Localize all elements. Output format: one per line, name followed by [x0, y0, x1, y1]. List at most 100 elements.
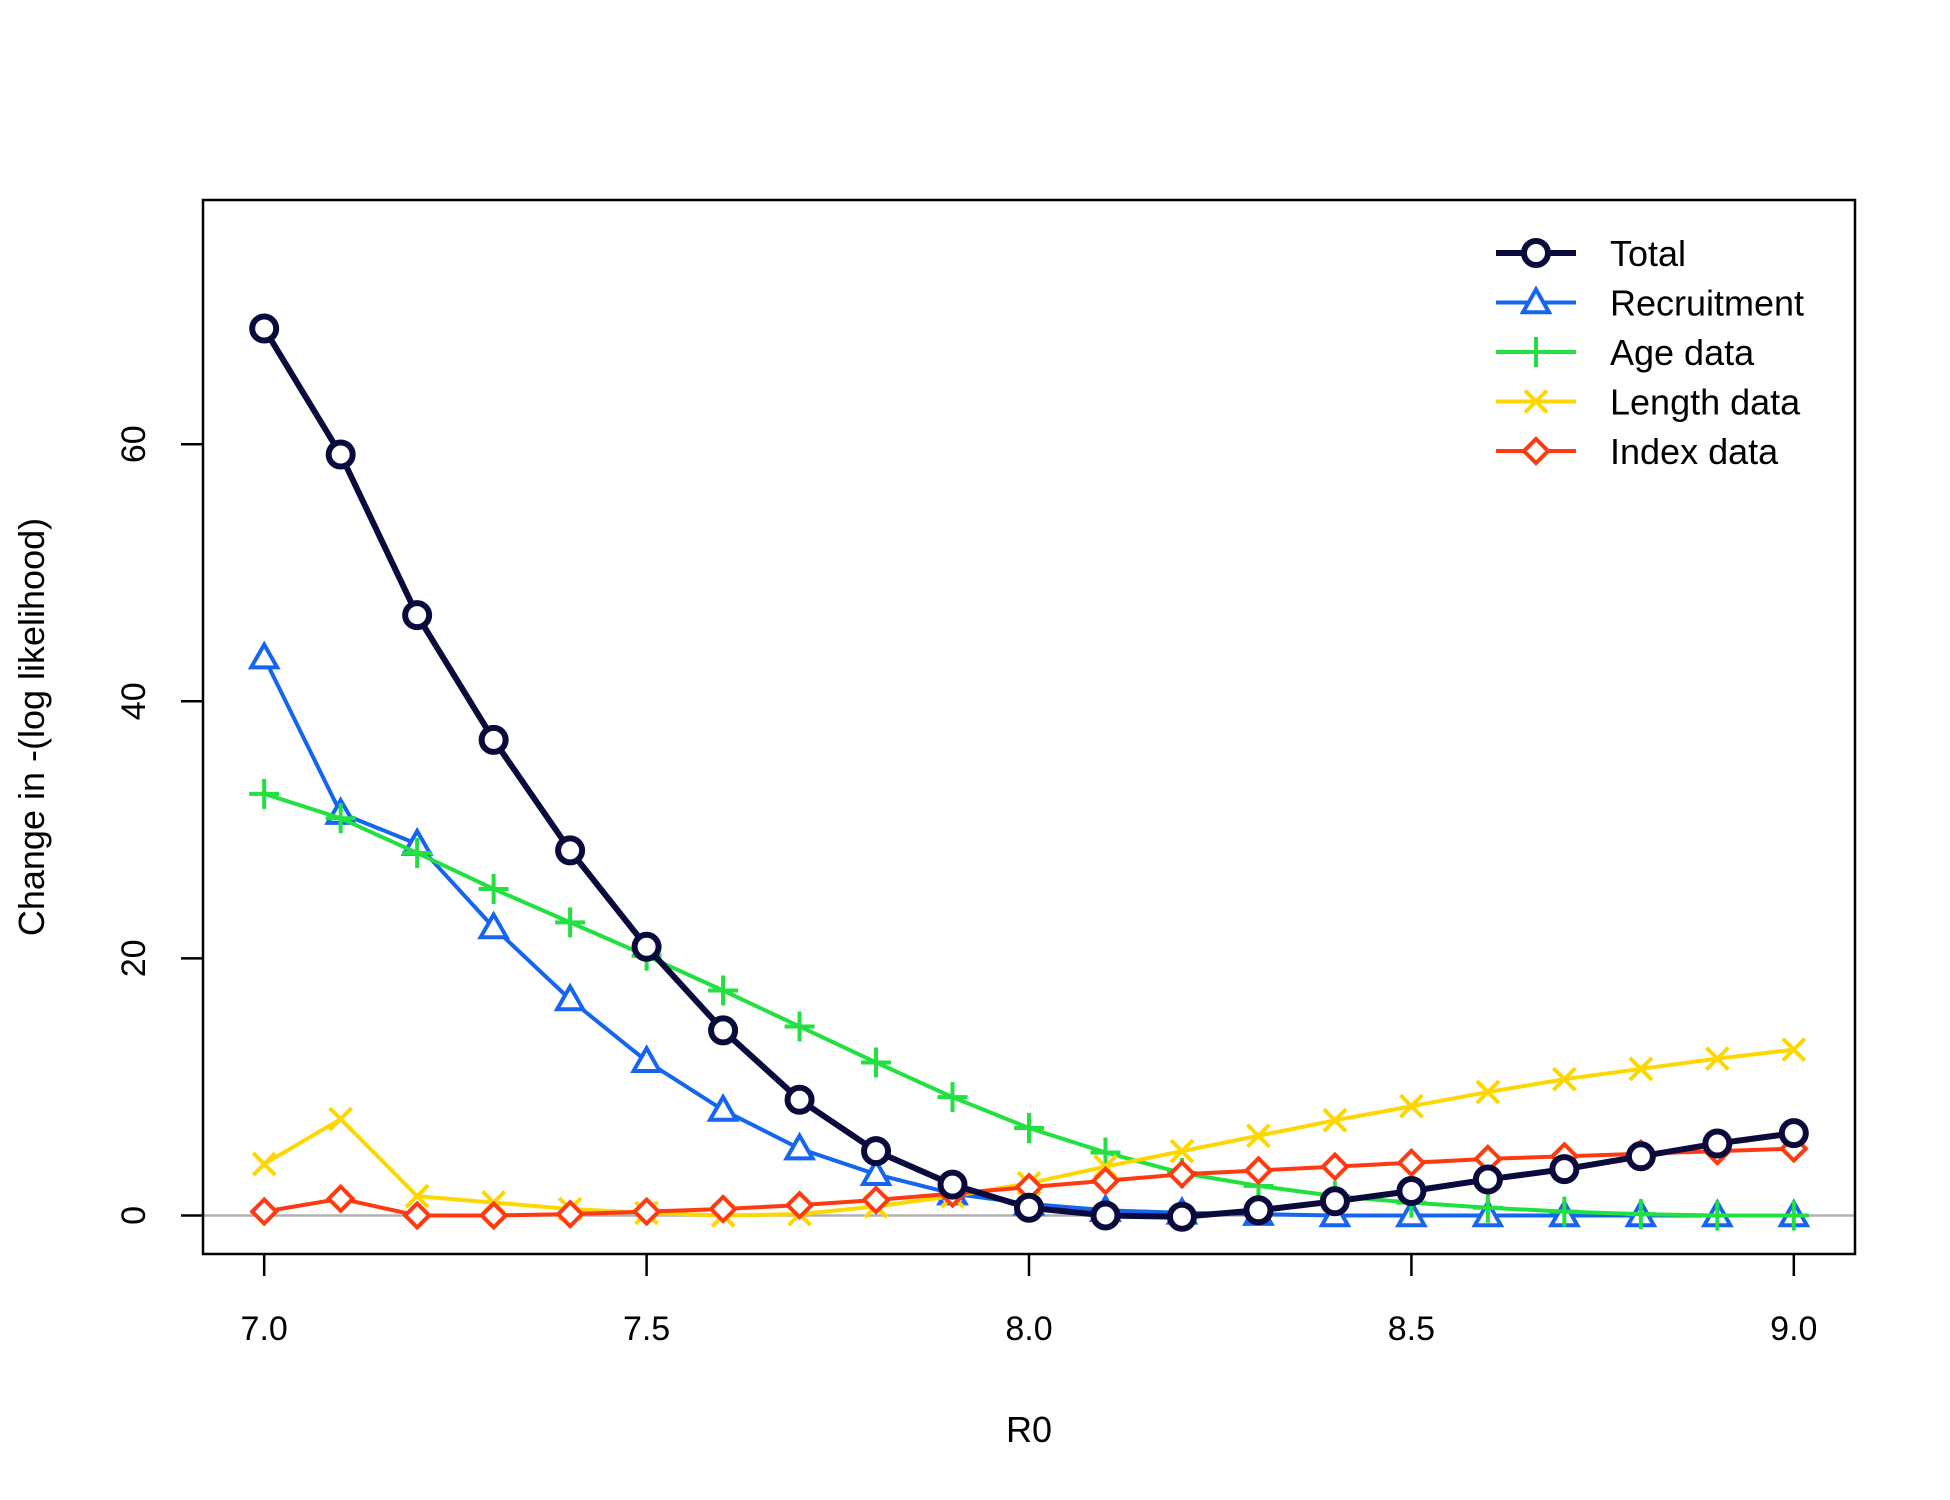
data-point-total — [1014, 1192, 1044, 1223]
data-point-index-data — [249, 1196, 280, 1227]
data-point-total — [1549, 1154, 1580, 1185]
data-point-total — [1243, 1195, 1274, 1226]
axes: 7.0 7.5 8.0 8.5 9.0 0 20 40 60 — [115, 198, 1857, 1348]
data-point-total — [1396, 1176, 1427, 1207]
x-tick-label: 7.0 — [241, 1310, 288, 1348]
data-point-total — [1778, 1118, 1809, 1149]
legend-swatch-marker — [1523, 389, 1549, 414]
data-point-recruitment — [630, 1044, 664, 1073]
data-point-age-data — [249, 778, 280, 809]
data-point-length-data — [328, 1106, 354, 1132]
data-point-recruitment — [783, 1131, 817, 1161]
data-point-age-data — [1549, 1196, 1580, 1227]
x-tick-label: 8.0 — [1005, 1310, 1052, 1348]
data-point-age-data — [784, 1011, 815, 1042]
data-point-length-data — [1704, 1046, 1730, 1072]
data-point-recruitment — [706, 1093, 740, 1122]
data-point-total — [1702, 1128, 1733, 1159]
data-point-length-data — [1398, 1093, 1424, 1119]
data-point-age-data — [325, 803, 356, 834]
data-point-length-data — [1551, 1066, 1577, 1092]
legend-item-length-data: Length data — [1496, 382, 1801, 423]
data-point-index-data — [631, 1196, 662, 1227]
y-tick-label: 60 — [115, 425, 153, 463]
x-tick-label: 7.5 — [623, 1310, 670, 1348]
data-point-age-data — [1625, 1199, 1656, 1230]
data-point-index-data — [784, 1190, 815, 1220]
series-total — [249, 313, 1809, 1232]
data-point-length-data — [1475, 1079, 1501, 1105]
data-point-total — [555, 835, 586, 866]
data-point-index-data — [861, 1185, 891, 1215]
legend-swatch-marker — [1521, 436, 1551, 466]
data-point-index-data — [555, 1199, 585, 1229]
y-axis-title: Change in -(log likelihood) — [11, 518, 52, 936]
data-point-total — [1625, 1141, 1656, 1172]
x-tick-label: 8.5 — [1388, 1310, 1435, 1348]
data-point-age-data — [708, 975, 739, 1006]
data-point-length-data — [1781, 1037, 1807, 1063]
legend-label: Length data — [1610, 382, 1801, 423]
plot-frame — [201, 198, 1857, 1256]
data-point-total — [1090, 1200, 1121, 1231]
legend-item-index-data: Index data — [1496, 431, 1779, 472]
data-point-total — [708, 1015, 739, 1046]
data-point-length-data — [404, 1183, 430, 1209]
legend-swatch-marker — [1521, 337, 1551, 367]
data-point-index-data — [1320, 1151, 1350, 1182]
data-point-total — [631, 931, 662, 962]
data-point-recruitment — [553, 982, 587, 1012]
legend: Total Recruitment Age data Length data Index… — [1496, 233, 1804, 472]
data-point-index-data — [708, 1194, 738, 1224]
data-point-index-data — [1243, 1155, 1274, 1186]
series-index-data — [249, 1133, 1809, 1231]
data-point-age-data — [402, 837, 433, 868]
data-point-total — [249, 313, 280, 344]
data-point-length-data — [1628, 1056, 1654, 1082]
data-point-total — [861, 1136, 892, 1167]
y-tick-label: 40 — [115, 682, 153, 720]
x-tick-label: 9.0 — [1770, 1310, 1817, 1348]
data-point-length-data — [251, 1151, 277, 1177]
data-point-recruitment — [859, 1157, 893, 1187]
data-point-index-data — [1090, 1165, 1121, 1196]
legend-label: Recruitment — [1610, 283, 1804, 324]
data-point-total — [478, 724, 509, 755]
data-point-index-data — [1396, 1147, 1427, 1178]
plot-area — [247, 313, 1811, 1232]
data-point-index-data — [478, 1200, 509, 1231]
y-tick-label: 0 — [115, 1206, 153, 1225]
data-point-index-data — [1167, 1159, 1197, 1190]
data-point-age-data — [555, 907, 586, 938]
data-point-age-data — [1014, 1113, 1044, 1144]
data-point-total — [1166, 1201, 1197, 1232]
x-axis-title: R0 — [1006, 1409, 1052, 1450]
data-point-length-data — [1322, 1107, 1348, 1133]
data-point-age-data — [1778, 1200, 1809, 1231]
data-point-age-data — [478, 873, 509, 904]
legend-swatch-marker — [1519, 285, 1553, 315]
data-point-age-data — [1472, 1192, 1503, 1223]
data-point-total — [1472, 1164, 1503, 1195]
legend-label: Total — [1610, 233, 1686, 274]
data-point-index-data — [325, 1183, 356, 1214]
legend-label: Age data — [1610, 332, 1755, 373]
data-point-total — [325, 439, 356, 470]
data-point-recruitment — [477, 910, 511, 940]
data-point-total — [1319, 1186, 1350, 1217]
data-point-total — [784, 1084, 815, 1115]
series-line-total — [261, 326, 1795, 1220]
data-point-total — [937, 1169, 968, 1200]
data-point-length-data — [1169, 1138, 1195, 1164]
legend-swatch-marker — [1521, 238, 1551, 268]
data-point-age-data — [1090, 1137, 1121, 1168]
legend-item-recruitment: Recruitment — [1496, 283, 1804, 324]
data-point-index-data — [402, 1200, 432, 1231]
data-point-recruitment — [247, 640, 281, 670]
y-tick-label: 20 — [115, 939, 153, 977]
legend-item-total: Total — [1496, 233, 1686, 274]
legend-item-age-data: Age data — [1496, 332, 1755, 373]
data-point-age-data — [861, 1047, 892, 1078]
data-point-length-data — [1246, 1123, 1271, 1149]
